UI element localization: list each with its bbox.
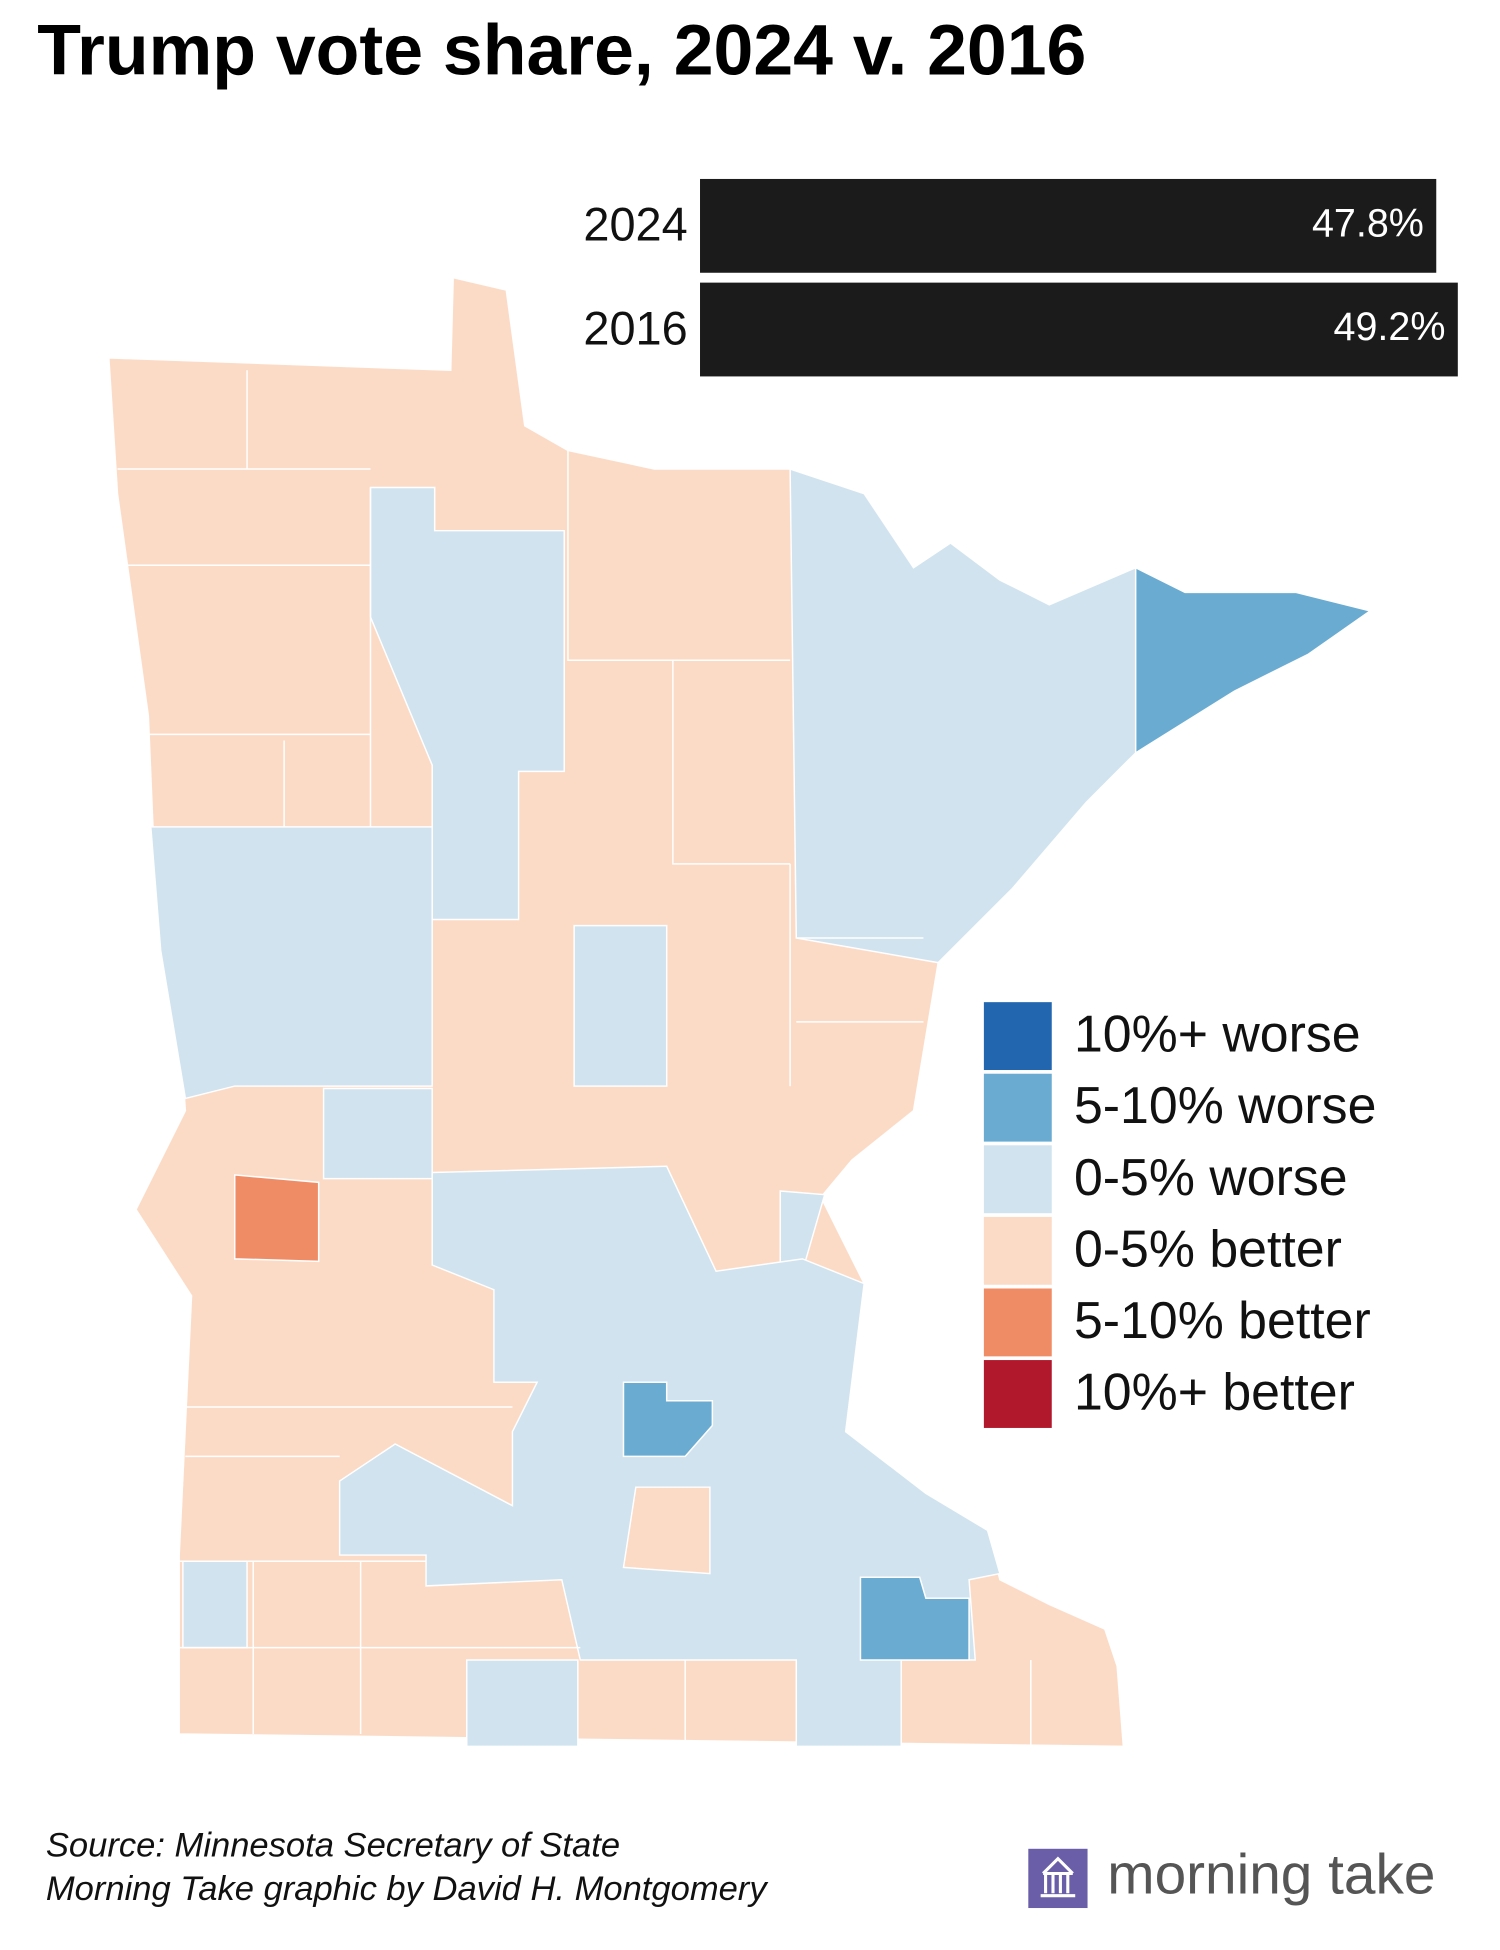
- county-region: [789, 467, 1137, 964]
- county-region: [1134, 566, 1372, 755]
- legend-label: 0-5% worse: [1074, 1148, 1348, 1206]
- category-label: 2024: [583, 199, 687, 251]
- legend-swatch: [983, 1216, 1052, 1285]
- legend-swatch: [983, 1002, 1052, 1071]
- legend-label: 5-10% better: [1074, 1291, 1371, 1349]
- county-region: [322, 1087, 433, 1180]
- logo-building: [1040, 1856, 1076, 1898]
- legend-label: 5-10% worse: [1074, 1076, 1376, 1134]
- legend-swatch: [983, 1073, 1052, 1142]
- value-label: 49.2%: [1334, 305, 1446, 349]
- county-region: [622, 1486, 711, 1575]
- county-region: [466, 1659, 579, 1748]
- legend-swatch: [983, 1288, 1052, 1357]
- county-region: [859, 1576, 970, 1661]
- legend-label: 10%+ worse: [1074, 1005, 1361, 1063]
- bar-group: 2024 47.8% 2016 49.2%: [583, 178, 1458, 377]
- credit-note: Morning Take graphic by David H. Montgom…: [46, 1870, 769, 1908]
- legend-label: 0-5% better: [1074, 1219, 1342, 1277]
- legend: 10%+ worse 5-10% worse 0-5% worse 0-5% bett…: [983, 1002, 1376, 1428]
- county-region: [182, 1560, 248, 1649]
- bar: [700, 282, 1458, 377]
- value-label: 47.8%: [1312, 201, 1424, 245]
- county-region: [150, 826, 433, 1100]
- category-label: 2016: [583, 302, 687, 354]
- legend-label: 10%+ better: [1074, 1363, 1355, 1421]
- brand-name: morning take: [1107, 1843, 1435, 1906]
- source-note: Source: Minnesota Secretary of State: [46, 1827, 620, 1865]
- chart-title: Trump vote share, 2024 v. 2016: [37, 10, 1086, 90]
- map: [108, 276, 1372, 1748]
- brand-logo: morning take: [1028, 1843, 1435, 1909]
- county-region: [369, 486, 565, 921]
- county-region: [573, 924, 668, 1087]
- county-region: [233, 1174, 320, 1263]
- bar: [700, 178, 1437, 273]
- county-region: [622, 1381, 714, 1458]
- legend-swatch: [983, 1145, 1052, 1214]
- legend-swatch: [983, 1360, 1052, 1428]
- county-lines: [117, 370, 1032, 1747]
